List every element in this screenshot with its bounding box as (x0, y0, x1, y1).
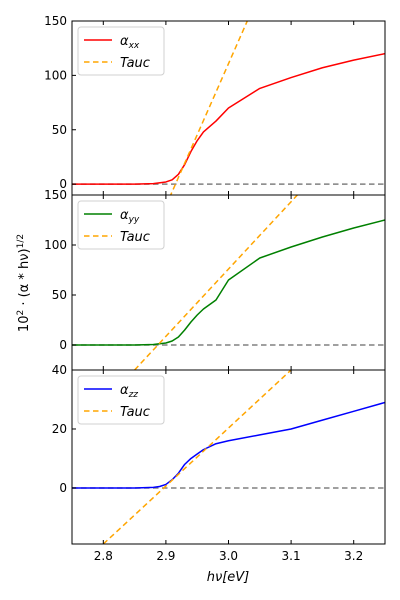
y-axis-label: 102 · (α * hν)1/2 (16, 234, 32, 332)
y-tick-label: 0 (59, 481, 67, 495)
y-tick-label: 20 (52, 422, 67, 436)
x-tick-label: 3.0 (219, 549, 238, 563)
x-tick-label: 3.2 (344, 549, 363, 563)
legend-label: Tauc (120, 56, 150, 71)
plot-area (72, 195, 385, 370)
y-tick-label: 50 (52, 288, 67, 302)
series-alpha-zz-line (72, 401, 385, 489)
y-tick-label: 150 (44, 188, 67, 202)
x-tick-label: 2.8 (94, 549, 113, 563)
x-tick-label: 2.9 (156, 549, 175, 563)
series-tauc-line-0 (169, 21, 248, 195)
legend-box (77, 200, 165, 250)
legend: αzz Tauc (77, 375, 165, 425)
y-tick-label: 100 (44, 68, 67, 82)
legend-box (77, 375, 165, 425)
y-tick-label: 0 (59, 177, 67, 191)
panel-alpha-zz: 0 20 40 2.8 2.9 3.0 3.1 3.2 αzz Tauc (52, 363, 386, 563)
panel-alpha-xx: 0 50 100 150 αxx Tauc (44, 14, 386, 196)
y-tick-label: 150 (44, 14, 67, 28)
series-tauc-line-2 (102, 370, 292, 544)
x-axis-label: hν[eV] (207, 570, 250, 585)
legend-label: αzz (120, 383, 138, 400)
y-tick-label: 100 (44, 238, 67, 252)
plot-area (72, 370, 385, 544)
plot-area (72, 21, 385, 195)
x-tick-label: 3.1 (282, 549, 301, 563)
series-alpha-yy-line (72, 219, 385, 346)
legend-label: Tauc (120, 405, 150, 420)
y-tick-label: 40 (52, 363, 67, 377)
legend-label: αyy (120, 208, 140, 225)
legend: αyy Tauc (77, 200, 165, 250)
legend: αxx Tauc (77, 26, 165, 76)
legend-label: Tauc (120, 230, 150, 245)
y-tick-label: 0 (59, 338, 67, 352)
legend-box (77, 26, 165, 76)
y-tick-label: 50 (52, 123, 67, 137)
series-tauc-line-1 (134, 195, 298, 370)
panel-alpha-yy: 0 50 100 150 αyy Tauc (44, 188, 386, 371)
series-alpha-xx-line (72, 52, 385, 185)
legend-label: αxx (120, 34, 140, 51)
